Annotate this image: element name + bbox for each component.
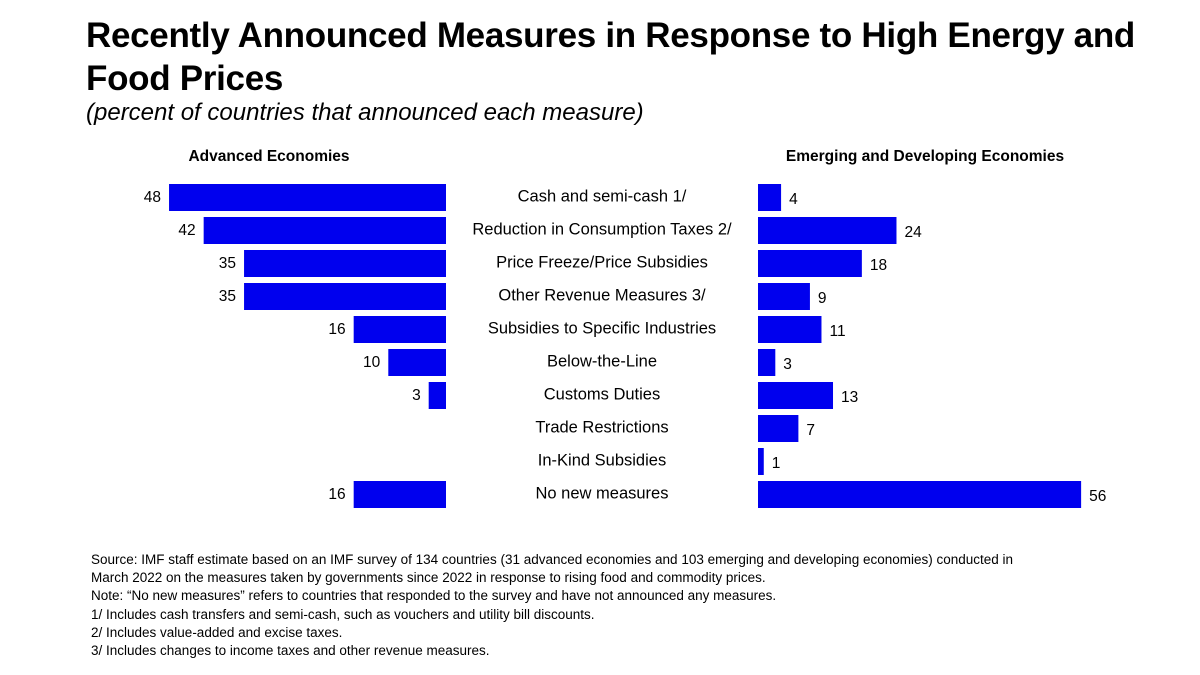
- note-source-line-2: March 2022 on the measures taken by gove…: [91, 570, 766, 586]
- value-label-advanced-cash-and-semi-cash-1: 48: [144, 189, 161, 206]
- bar-advanced-below-the-line: [388, 349, 446, 376]
- bar-emerging-below-the-line: [758, 349, 776, 376]
- category-label-subsidies-to-specific-industries: Subsidies to Specific Industries: [488, 320, 716, 338]
- footnote-2: 2/ Includes value-added and excise taxes…: [91, 624, 343, 640]
- value-label-advanced-price-freeze-price-subsidies: 35: [219, 255, 236, 272]
- bar-emerging-no-new-measures: [758, 481, 1082, 508]
- category-label-trade-restrictions: Trade Restrictions: [535, 419, 668, 437]
- value-label-emerging-in-kind-subsidies: 1: [772, 455, 781, 472]
- value-label-emerging-customs-duties: 13: [841, 389, 858, 406]
- category-label-customs-duties: Customs Duties: [544, 386, 660, 404]
- bar-advanced-price-freeze-price-subsidies: [244, 250, 446, 277]
- category-label-cash-and-semi-cash-1: Cash and semi-cash 1/: [518, 188, 687, 206]
- value-label-advanced-other-revenue-measures-3: 35: [219, 288, 236, 305]
- bar-emerging-price-freeze-price-subsidies: [758, 250, 862, 277]
- bar-advanced-other-revenue-measures-3: [244, 283, 446, 310]
- bar-advanced-reduction-in-consumption-taxes-2: [203, 217, 446, 244]
- value-label-advanced-customs-duties: 3: [412, 387, 421, 404]
- bar-emerging-in-kind-subsidies: [758, 448, 764, 475]
- note-no-new-measures: Note: “No new measures” refers to countr…: [91, 588, 777, 604]
- value-label-advanced-subsidies-to-specific-industries: 16: [328, 321, 345, 338]
- bar-emerging-trade-restrictions: [758, 415, 799, 442]
- bar-advanced-no-new-measures: [353, 481, 446, 508]
- category-label-other-revenue-measures-3: Other Revenue Measures 3/: [498, 287, 706, 305]
- value-label-emerging-cash-and-semi-cash-1: 4: [789, 191, 798, 208]
- bar-emerging-customs-duties: [758, 382, 834, 409]
- category-label-in-kind-subsidies: In-Kind Subsidies: [538, 452, 666, 470]
- footnote-1: 1/ Includes cash transfers and semi-cash…: [91, 606, 595, 622]
- bar-emerging-cash-and-semi-cash-1: [758, 184, 782, 211]
- chart-title: Recently Announced Measures in Response …: [86, 16, 1136, 98]
- value-label-advanced-reduction-in-consumption-taxes-2: 42: [178, 222, 195, 239]
- category-label-below-the-line: Below-the-Line: [547, 353, 657, 371]
- value-label-emerging-price-freeze-price-subsidies: 18: [870, 257, 887, 274]
- value-label-emerging-subsidies-to-specific-industries: 11: [829, 323, 845, 340]
- bar-advanced-customs-duties: [428, 382, 446, 409]
- bar-advanced-cash-and-semi-cash-1: [169, 184, 447, 211]
- bar-emerging-other-revenue-measures-3: [758, 283, 810, 310]
- legend-advanced-economies: Advanced Economies: [188, 148, 349, 165]
- category-label-reduction-in-consumption-taxes-2: Reduction in Consumption Taxes 2/: [472, 221, 732, 239]
- category-label-no-new-measures: No new measures: [536, 485, 669, 503]
- chart-subtitle: (percent of countries that announced eac…: [86, 99, 644, 126]
- value-label-advanced-below-the-line: 10: [363, 354, 381, 371]
- value-label-emerging-below-the-line: 3: [783, 356, 792, 373]
- bar-emerging-reduction-in-consumption-taxes-2: [758, 217, 897, 244]
- legend-emerging-developing-economies: Emerging and Developing Economies: [786, 148, 1064, 165]
- value-label-advanced-no-new-measures: 16: [328, 486, 345, 503]
- chart-notes: Source: IMF staff estimate based on an I…: [91, 551, 1121, 660]
- bar-advanced-subsidies-to-specific-industries: [353, 316, 446, 343]
- value-label-emerging-other-revenue-measures-3: 9: [818, 290, 827, 307]
- note-source-line-1: Source: IMF staff estimate based on an I…: [91, 552, 1014, 567]
- value-label-emerging-trade-restrictions: 7: [806, 422, 815, 439]
- value-label-emerging-reduction-in-consumption-taxes-2: 24: [904, 224, 922, 241]
- category-label-price-freeze-price-subsidies: Price Freeze/Price Subsidies: [496, 254, 708, 272]
- bar-emerging-subsidies-to-specific-industries: [758, 316, 822, 343]
- butterfly-bar-chart: Advanced Economies Emerging and Developin…: [144, 148, 1106, 508]
- value-label-emerging-no-new-measures: 56: [1089, 488, 1106, 505]
- footnote-3: 3/ Includes changes to income taxes and …: [91, 643, 490, 659]
